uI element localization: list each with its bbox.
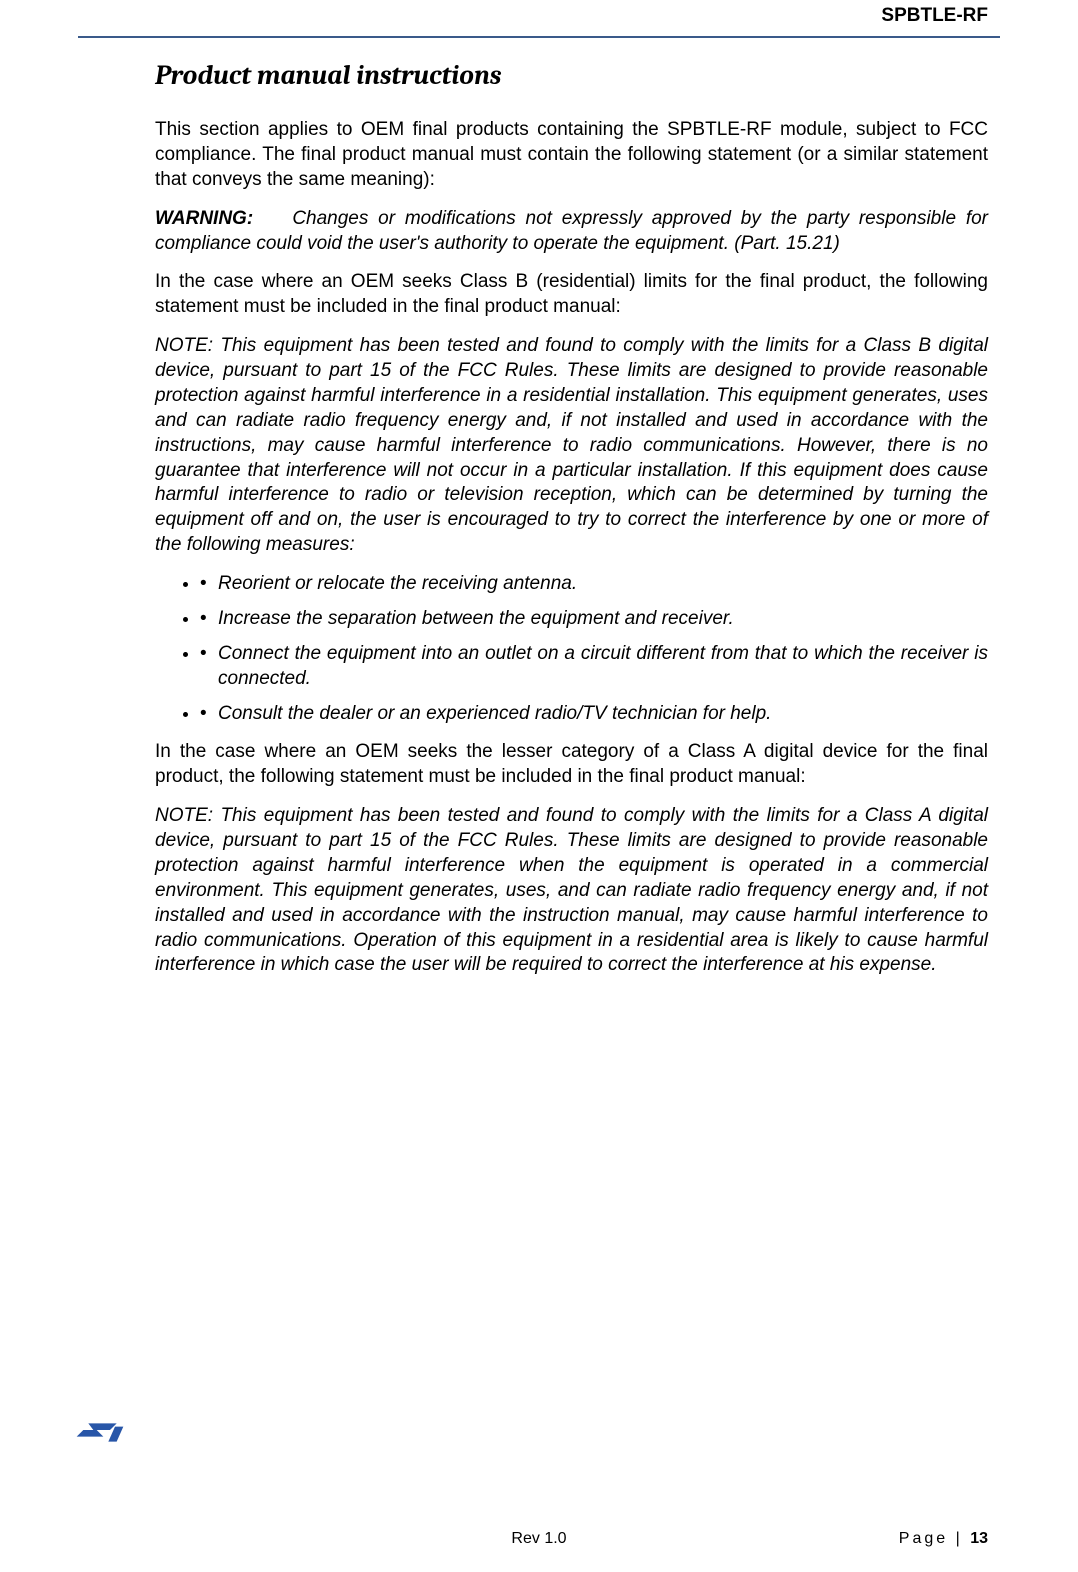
warning-label: WARNING: <box>155 208 253 229</box>
class-b-intro-paragraph: In the case where an OEM seeks Class B (… <box>155 270 988 320</box>
section-title: Product manual instructions <box>155 60 988 91</box>
revision-label: Rev 1.0 <box>511 1530 566 1548</box>
class-a-intro-paragraph: In the case where an OEM seeks the lesse… <box>155 740 988 790</box>
bullet-item: Reorient or relocate the receiving anten… <box>200 572 988 597</box>
header-divider-line <box>78 36 1000 38</box>
page-text: Page | <box>899 1530 963 1547</box>
main-content: Product manual instructions This section… <box>155 60 988 992</box>
measures-bullet-list: Reorient or relocate the receiving anten… <box>200 572 988 726</box>
intro-paragraph: This section applies to OEM final produc… <box>155 118 988 193</box>
class-b-note-paragraph: NOTE: This equipment has been tested and… <box>155 334 988 558</box>
document-code: SPBTLE-RF <box>881 0 988 27</box>
bullet-item: Connect the equipment into an outlet on … <box>200 642 988 692</box>
class-a-note-paragraph: NOTE: This equipment has been tested and… <box>155 804 988 978</box>
warning-text: Changes or modifications not expressly a… <box>155 208 988 254</box>
warning-paragraph: WARNING: Changes or modifications not ex… <box>155 207 988 257</box>
page-number: 13 <box>970 1530 988 1547</box>
st-logo-icon <box>75 1420 125 1450</box>
bullet-item: Increase the separation between the equi… <box>200 607 988 632</box>
page-label: Page | 13 <box>899 1530 988 1548</box>
header-section: SPBTLE-RF <box>881 0 988 27</box>
bullet-item: Consult the dealer or an experienced rad… <box>200 702 988 727</box>
